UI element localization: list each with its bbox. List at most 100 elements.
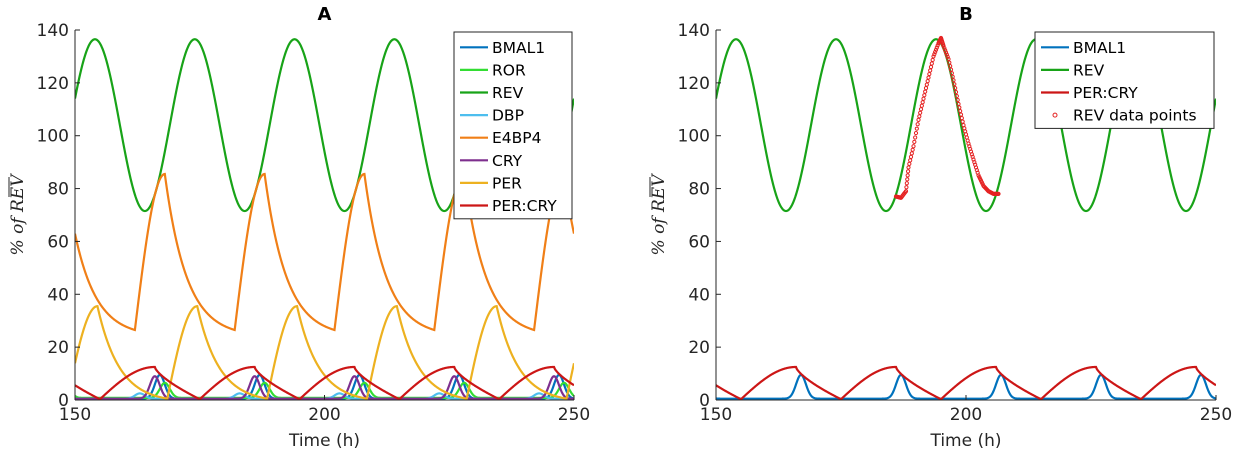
scatter-point [953,90,959,95]
y-tick-label: 60 [688,232,710,252]
scatter-point [920,100,925,105]
y-tick-label: 40 [688,285,710,305]
legend-label: ROR [492,61,526,79]
scatter-point [951,78,956,83]
scatter-point [960,119,965,124]
scatter-point [957,105,962,110]
y-axis-title: % of REV [649,173,669,256]
y-tick-label: 140 [37,21,69,41]
scatter-point [934,45,939,50]
scatter-point [915,122,920,127]
legend-label: BMAL1 [492,39,545,57]
scatter-point [932,52,937,57]
panel-title: A [318,4,332,25]
x-tick-label: 150 [700,405,732,425]
scatter-point [909,151,914,156]
scatter-point [905,177,910,182]
scatter-point [947,60,952,65]
scatter-point [948,67,954,72]
scatter-point [953,86,958,91]
legend-label: PER [492,174,522,192]
y-tick-label: 0 [58,391,69,411]
scatter-point [955,97,960,103]
legend-label: REV data points [1073,107,1197,125]
scatter-point [930,57,935,63]
x-axis-title: Time (h) [288,431,360,451]
scatter-point [905,173,910,178]
scatter-point [919,103,924,108]
scatter-point [906,165,911,170]
scatter-point [910,147,915,152]
legend: BMAL1 REV PER:CRY REV data points [1034,31,1215,129]
scatter-point [948,64,953,69]
scatter-point [956,101,961,107]
scatter-point [903,189,909,194]
scatter-point [959,115,964,121]
legend-label: REV [492,84,524,102]
scatter-point [929,61,934,66]
scatter-point [923,89,928,94]
scatter-point [931,54,936,59]
x-axis-title: Time (h) [929,431,1001,451]
scatter-point [949,71,954,76]
scatter-point [942,45,947,51]
scatter-point [921,96,926,101]
scatter-point [918,110,923,115]
scatter-point [945,54,950,59]
scatter-point [933,49,938,55]
scatter-point [958,112,964,117]
scatter-point [943,48,948,53]
scatter-point [928,68,933,73]
y-tick-label: 100 [37,127,69,147]
y-tick-label: 120 [678,74,710,94]
scatter-point [916,117,921,122]
scatter-point [926,75,931,80]
scatter-point [917,114,922,119]
scatter-point [905,169,911,174]
scatter-point [913,135,918,140]
scatter-point [925,78,930,84]
scatter-point [958,108,963,114]
scatter-point [946,56,951,62]
series-line-e4bp4 [75,172,574,332]
chart-panel-b: B 150 200 250 0 20 40 60 80 100 120 140 Time (h) % of… [649,4,1232,451]
legend-box [453,31,573,220]
legend-label: CRY [492,152,523,170]
chart-panel-a: A 150 200 250 0 20 40 60 80 100 120 140 Time (h) % of… [8,4,590,451]
legend-marker [1052,112,1058,118]
scatter-point [944,52,949,57]
y-tick-label: 40 [47,285,69,305]
x-tick-label: 150 [59,405,91,425]
legend-label: PER:CRY [1073,84,1138,102]
scatter-point [927,71,932,77]
legend: BMAL1 ROR REV DBP E4BP4 CRY PER PER:CRY [453,31,573,220]
y-tick-label: 100 [678,127,710,147]
scatter-point [924,82,929,87]
scatter-group [893,35,1001,200]
scatter-point [933,47,939,52]
scatter-point [918,107,924,112]
scatter-point [914,126,919,131]
scatter-point [911,144,916,149]
y-tick-label: 80 [688,180,710,200]
scatter-point [943,50,949,55]
x-tick-label: 200 [950,405,982,425]
legend-label: PER:CRY [492,197,557,215]
y-tick-label: 20 [47,338,69,358]
scatter-point [928,64,934,70]
series-line-per [75,305,574,400]
scatter-point [908,154,914,159]
x-tick-label: 250 [558,405,590,425]
y-tick-label: 0 [699,391,710,411]
y-axis-title: % of REV [8,173,28,256]
scatter-point [904,185,909,190]
scatter-point [923,86,929,91]
legend-label: BMAL1 [1073,39,1126,57]
panel-title: B [959,4,973,25]
y-tick-label: 140 [678,21,710,41]
scatter-point [950,74,955,79]
scatter-point [952,82,957,87]
x-tick-label: 250 [1200,405,1232,425]
